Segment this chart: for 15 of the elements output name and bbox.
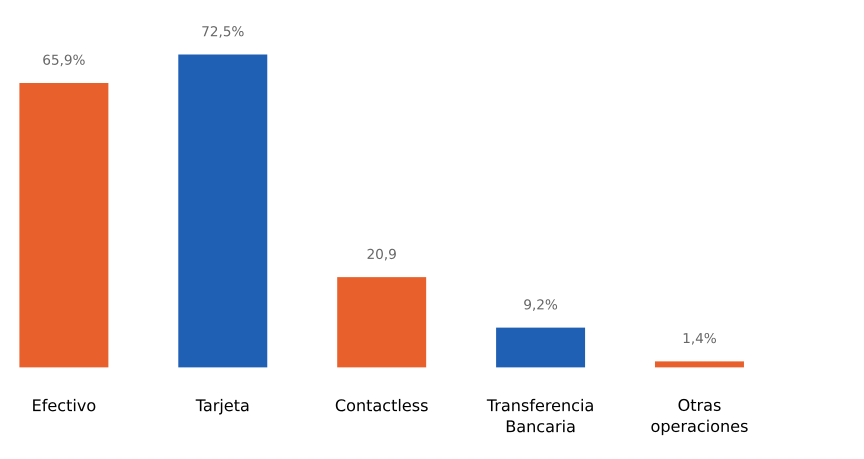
x-tick-label: Tarjeta	[196, 398, 248, 414]
x-tick-label: Otras operaciones	[651, 398, 748, 435]
x-tick-label: Contactless	[336, 398, 428, 412]
data-label: 20,9	[368, 248, 396, 260]
data-label: 65,9%	[43, 54, 85, 66]
x-tick-label: Efectivo	[33, 398, 96, 412]
data-label: 9,2%	[524, 299, 558, 311]
bar	[178, 54, 268, 368]
x-tick-label: Transferencia Bancaria	[486, 398, 593, 432]
bar	[496, 327, 586, 368]
bar	[337, 276, 426, 368]
bar	[654, 361, 744, 368]
data-label: 1,4%	[684, 332, 716, 344]
bar	[19, 82, 108, 368]
data-label: 72,5%	[202, 26, 244, 38]
